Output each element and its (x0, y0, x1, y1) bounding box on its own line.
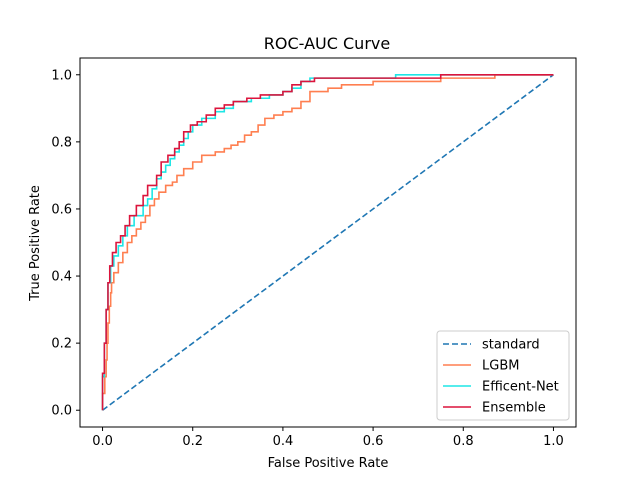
legend-frame (436, 330, 570, 421)
legend-label: standard (482, 338, 540, 353)
y-axis-ticks: 0.0 0.2 0.4 0.6 0.8 1.0 (51, 68, 80, 419)
plot-frame (79, 57, 577, 428)
chart-title: ROC-AUC Curve (264, 34, 390, 53)
plot-area (79, 57, 577, 428)
x-axis-label: False Positive Rate (268, 456, 389, 471)
x-tick-label: 0.8 (453, 434, 474, 449)
y-tick-label: 0.2 (51, 337, 72, 352)
legend: standard LGBM Efficent-Net Ensemble (436, 330, 570, 421)
series-line-standard (102, 74, 554, 411)
x-tick-label: 0.6 (363, 434, 384, 449)
series-layer (101, 73, 554, 411)
series-line-lgbm (101, 73, 554, 411)
legend-label: Ensemble (482, 401, 546, 416)
legend-label: Efficent-Net (482, 380, 559, 395)
x-tick-label: 1.0 (543, 434, 564, 449)
y-tick-label: 0.0 (51, 404, 72, 419)
x-tick-label: 0.0 (92, 434, 113, 449)
y-axis-label: True Positive Rate (28, 185, 43, 302)
y-tick-label: 0.4 (51, 270, 72, 285)
series-line-ensemble (101, 73, 554, 411)
legend-label: LGBM (482, 359, 519, 374)
y-tick-label: 0.8 (51, 135, 72, 150)
y-tick-label: 0.6 (51, 202, 72, 217)
x-tick-label: 0.4 (273, 434, 294, 449)
y-tick-label: 1.0 (51, 68, 72, 83)
x-axis-ticks: 0.0 0.2 0.4 0.6 0.8 1.0 (92, 427, 564, 449)
x-tick-label: 0.2 (182, 434, 203, 449)
